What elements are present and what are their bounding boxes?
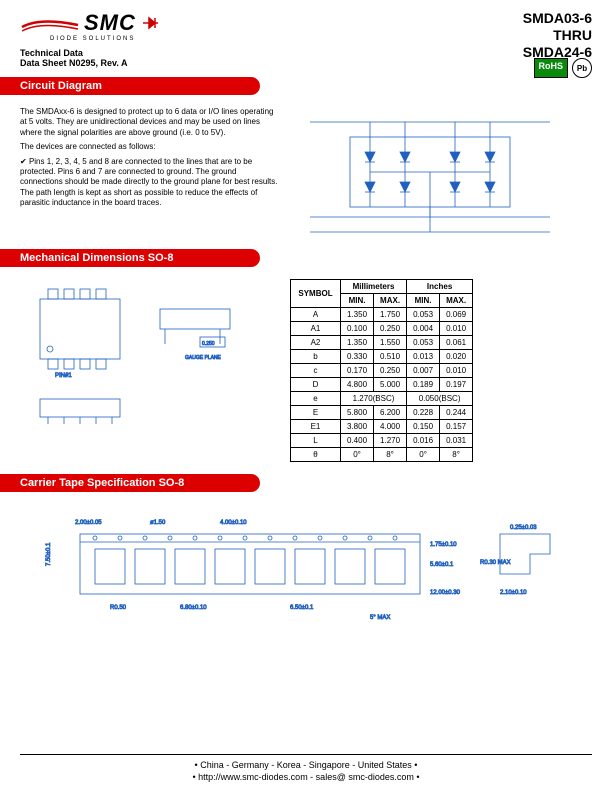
- svg-text:5° MAX: 5° MAX: [370, 615, 390, 621]
- svg-text:R0.30 MAX: R0.30 MAX: [480, 560, 511, 566]
- pb-badge: Pb: [572, 58, 592, 78]
- svg-text:0.250: 0.250: [202, 341, 215, 347]
- svg-text:1.75±0.10: 1.75±0.10: [430, 542, 457, 548]
- diode-icon: [140, 13, 160, 33]
- th-mm: Millimeters: [341, 280, 407, 294]
- datasheet-label: Data Sheet N0295, Rev. A: [20, 58, 160, 68]
- table-row: e1.270(BSC)0.050(BSC): [291, 392, 473, 406]
- footer-contact: • http://www.smc-diodes.com - sales@ smc…: [0, 771, 612, 784]
- svg-text:ø1.50: ø1.50: [150, 520, 166, 526]
- svg-text:2.00±0.05: 2.00±0.05: [75, 520, 102, 526]
- section-tape: Carrier Tape Specification SO-8: [0, 474, 260, 492]
- logo-subtitle: DIODE SOLUTIONS: [50, 36, 160, 42]
- table-row: c0.1700.2500.0070.010: [291, 364, 473, 378]
- circuit-p2: The devices are connected as follows:: [20, 142, 280, 152]
- dimensions-table: SYMBOL Millimeters Inches MIN. MAX. MIN.…: [290, 279, 473, 462]
- rohs-badge: RoHS: [534, 58, 569, 78]
- svg-text:0.25±0.03: 0.25±0.03: [510, 525, 537, 531]
- svg-text:4.00±0.10: 4.00±0.10: [220, 520, 247, 526]
- svg-text:6.50±0.1: 6.50±0.1: [290, 605, 314, 611]
- circuit-li1: Pins 1, 2, 3, 4, 5 and 8 are connected t…: [20, 157, 280, 209]
- svg-text:PIN#1: PIN#1: [55, 373, 72, 379]
- table-row: A21.3501.5500.0530.061: [291, 336, 473, 350]
- section-mech: Mechanical Dimensions SO-8: [0, 249, 260, 267]
- svg-text:6.80±0.10: 6.80±0.10: [180, 605, 207, 611]
- mech-section: PIN#1 0.250 GAUGE PLANE SYMBOL Millimete…: [0, 271, 612, 470]
- footer-countries: • China - Germany - Korea - Singapore - …: [0, 759, 612, 772]
- part-top: SMDA03-6: [523, 10, 592, 27]
- table-row: θ0°8°0°8°: [291, 448, 473, 462]
- circuit-text: The SMDAxx-6 is designed to protect up t…: [20, 107, 280, 237]
- part-mid: THRU: [523, 27, 592, 44]
- badges: RoHS Pb: [534, 58, 593, 78]
- svg-text:12.00±0.30: 12.00±0.30: [430, 590, 461, 596]
- table-row: b0.3300.5100.0130.020: [291, 350, 473, 364]
- circuit-diagram: [300, 107, 560, 237]
- svg-text:GAUGE PLANE: GAUGE PLANE: [185, 355, 222, 361]
- table-row: A10.1000.2500.0040.010: [291, 322, 473, 336]
- logo-text: SMC: [84, 10, 136, 36]
- footer: • China - Germany - Korea - Singapore - …: [0, 754, 612, 784]
- circuit-section: The SMDAxx-6 is designed to protect up t…: [0, 99, 612, 245]
- swoosh-icon: [20, 13, 80, 33]
- th-in-max: MAX.: [440, 294, 473, 308]
- table-row: E13.8004.0000.1500.157: [291, 420, 473, 434]
- table-row: D4.8005.0000.1890.197: [291, 378, 473, 392]
- logo: SMC: [20, 10, 160, 36]
- svg-text:R0.50: R0.50: [110, 605, 127, 611]
- th-in-min: MIN.: [407, 294, 440, 308]
- tape-section: 2.00±0.05 ø1.50 4.00±0.10 R0.50 6.80±0.1…: [0, 496, 612, 644]
- th-mm-min: MIN.: [341, 294, 374, 308]
- table-row: A1.3501.7500.0530.069: [291, 308, 473, 322]
- tape-drawing: 2.00±0.05 ø1.50 4.00±0.10 R0.50 6.80±0.1…: [20, 504, 580, 634]
- svg-text:7.50±0.1: 7.50±0.1: [46, 542, 52, 566]
- th-mm-max: MAX.: [374, 294, 407, 308]
- header: SMC DIODE SOLUTIONS Technical Data Data …: [0, 0, 612, 73]
- th-in: Inches: [407, 280, 473, 294]
- svg-text:2.10±0.10: 2.10±0.10: [500, 590, 527, 596]
- svg-text:5.60±0.1: 5.60±0.1: [430, 562, 454, 568]
- section-circuit: Circuit Diagram: [0, 77, 260, 95]
- table-row: E5.8006.2000.2280.244: [291, 406, 473, 420]
- mech-drawing: PIN#1 0.250 GAUGE PLANE: [20, 279, 260, 439]
- table-row: L0.4001.2700.0160.031: [291, 434, 473, 448]
- technical-data-label: Technical Data: [20, 48, 160, 58]
- circuit-p1: The SMDAxx-6 is designed to protect up t…: [20, 107, 280, 138]
- th-symbol: SYMBOL: [291, 280, 341, 308]
- logo-area: SMC DIODE SOLUTIONS Technical Data Data …: [20, 10, 160, 68]
